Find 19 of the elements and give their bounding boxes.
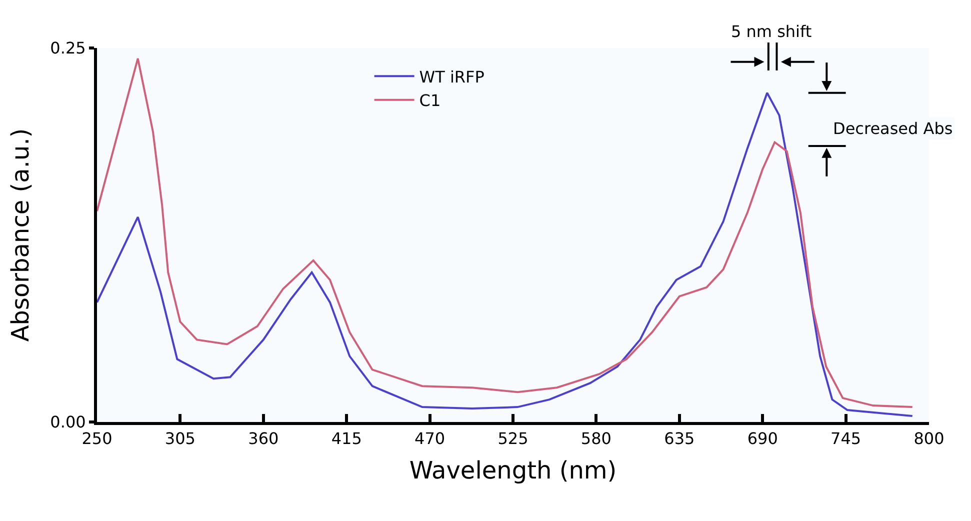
annotation: Decreased Abs [833, 119, 953, 138]
y-axis-title: Absorbance (a.u.) [6, 128, 34, 342]
text: 5 nm shift [731, 22, 812, 41]
x-tick-label: 800 [914, 429, 944, 448]
legend-label: WT iRFP [419, 67, 485, 86]
x-tick-label: 525 [498, 429, 528, 448]
x-tick-label: 635 [664, 429, 695, 448]
y-tick-label: 0.25 [50, 38, 86, 58]
x-tick-label: 690 [747, 429, 778, 448]
x-tick-label: 250 [82, 429, 112, 448]
x-tick-label: 745 [830, 429, 862, 448]
x-tick-label: 305 [164, 429, 196, 448]
y-tick-label: 0.00 [50, 412, 86, 432]
x-tick-label: 580 [580, 429, 612, 448]
legend-label: C1 [419, 91, 441, 110]
x-tick-label: 470 [414, 429, 446, 448]
x-tick-label: 360 [248, 429, 279, 448]
x-tick-label: 415 [331, 429, 362, 448]
x-axis-title: Wavelength (nm) [409, 456, 617, 484]
